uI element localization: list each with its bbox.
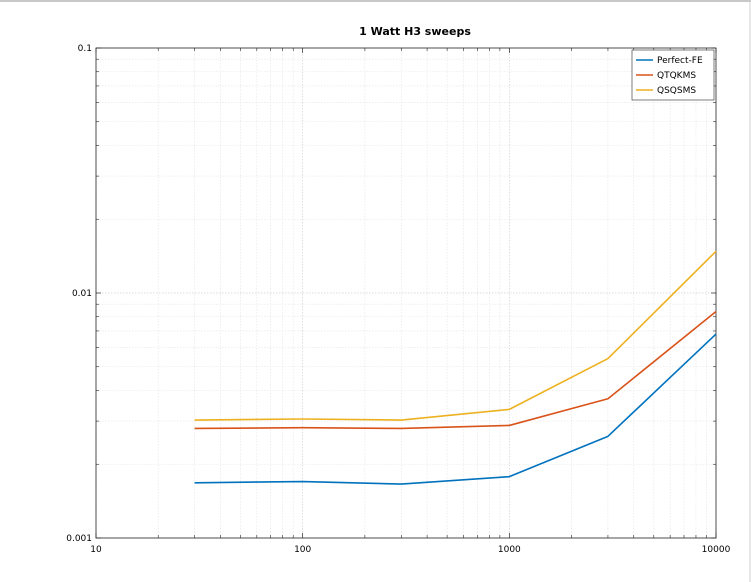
x-tick-label: 10000 <box>702 545 731 555</box>
series-line-qsqsms <box>194 250 717 421</box>
window-top-border <box>0 0 751 2</box>
window-right-edge <box>749 2 751 582</box>
series-line-qtqkms <box>194 310 717 430</box>
y-tick-label: 0.01 <box>72 289 92 299</box>
x-tick-label: 1000 <box>498 545 521 555</box>
legend-label-perfect-fe: Perfect-FE <box>657 56 703 66</box>
y-tick-labels: 0.001 0.01 0.1 <box>66 44 92 544</box>
y-tick-label: 0.1 <box>78 44 92 54</box>
legend-label-qsqsms: QSQSMS <box>657 86 696 96</box>
legend[interactable]: Perfect-FE QTQKMS QSQSMS <box>631 49 715 101</box>
chart-title: 1 Watt H3 sweeps <box>359 25 471 38</box>
x-tick-labels: 10 100 1000 10000 <box>90 545 730 555</box>
series-line-perfect-fe <box>194 333 717 485</box>
minor-grid <box>96 48 716 538</box>
y-tick-label: 0.001 <box>66 534 92 544</box>
x-tick-label: 10 <box>90 545 102 555</box>
legend-label-qtqkms: QTQKMS <box>657 71 696 81</box>
x-tick-label: 100 <box>294 545 311 555</box>
legend-box <box>631 49 715 101</box>
series-lines <box>194 250 717 485</box>
